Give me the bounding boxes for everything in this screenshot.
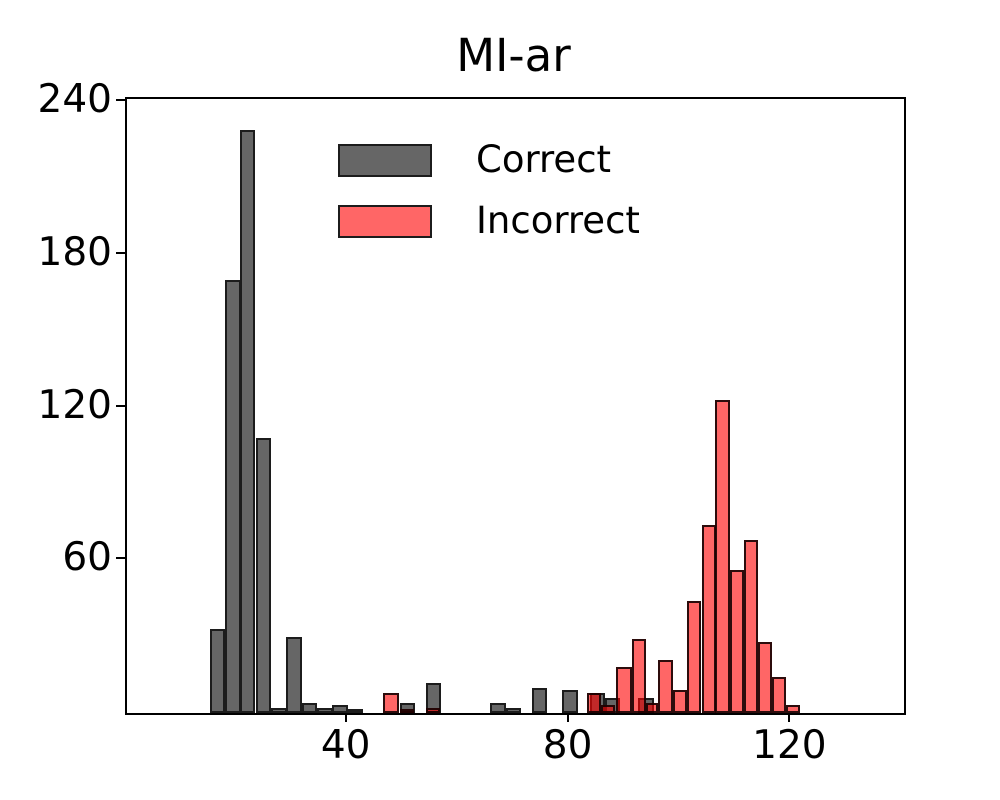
incorrect-histogram-bar <box>743 539 758 713</box>
incorrect-histogram-bar <box>425 707 441 713</box>
incorrect-histogram-bar <box>687 601 702 713</box>
chart-title: MI-ar <box>456 29 571 82</box>
correct-histogram-bar <box>255 438 272 713</box>
incorrect-histogram-bar <box>601 705 616 713</box>
legend-row-correct: Correct <box>338 140 640 180</box>
y-axis-tick <box>116 557 125 560</box>
correct-histogram-bar <box>209 629 225 713</box>
plot-area <box>125 97 906 715</box>
legend-row-incorrect: Incorrect <box>338 201 640 241</box>
x-axis-tick-label: 80 <box>542 723 593 768</box>
correct-histogram-bar <box>562 690 578 713</box>
x-axis-tick <box>344 713 347 722</box>
correct-histogram-bar <box>505 707 522 713</box>
correct-histogram-bar <box>332 705 348 713</box>
correct-histogram-bar <box>317 707 333 713</box>
incorrect-histogram-bar <box>715 399 730 713</box>
y-axis-tick <box>116 251 125 254</box>
incorrect-histogram-bar <box>786 705 801 713</box>
legend-label-incorrect: Incorrect <box>476 199 640 242</box>
incorrect-histogram-bar <box>383 692 399 713</box>
y-axis-tick <box>116 404 125 407</box>
legend: Correct Incorrect <box>338 140 640 262</box>
correct-histogram-bar <box>301 702 318 713</box>
y-axis-tick <box>116 99 125 102</box>
correct-histogram-bar <box>286 636 302 713</box>
incorrect-histogram-bar <box>672 690 687 713</box>
y-axis-tick-label: 60 <box>62 535 112 581</box>
incorrect-histogram-bar <box>615 667 632 713</box>
correct-swatch <box>338 143 432 177</box>
incorrect-histogram-bar <box>631 639 647 713</box>
incorrect-histogram-bar <box>772 677 787 713</box>
incorrect-histogram-bar <box>645 702 658 713</box>
incorrect-histogram-bar <box>758 641 773 713</box>
incorrect-histogram-bar <box>586 692 602 713</box>
x-axis-tick <box>788 713 791 722</box>
correct-histogram-bar <box>240 130 256 713</box>
y-axis-tick-label: 120 <box>37 382 112 428</box>
incorrect-histogram-bar <box>658 659 673 713</box>
correct-histogram-bar <box>531 687 548 713</box>
incorrect-swatch <box>338 204 432 238</box>
incorrect-histogram-bar <box>729 570 744 713</box>
correct-histogram-bar <box>490 702 506 713</box>
correct-histogram-bar <box>271 707 287 713</box>
y-axis-tick-label: 240 <box>37 77 112 123</box>
legend-label-correct: Correct <box>476 138 612 181</box>
correct-histogram-bar <box>347 709 364 713</box>
correct-histogram-bar <box>225 280 241 713</box>
incorrect-histogram-bar <box>701 524 716 713</box>
x-axis-tick-label: 120 <box>752 723 827 768</box>
y-axis-tick-label: 180 <box>37 229 112 275</box>
x-axis-tick <box>566 713 569 722</box>
x-axis-tick-label: 40 <box>320 723 371 768</box>
incorrect-histogram-bar <box>399 709 415 713</box>
